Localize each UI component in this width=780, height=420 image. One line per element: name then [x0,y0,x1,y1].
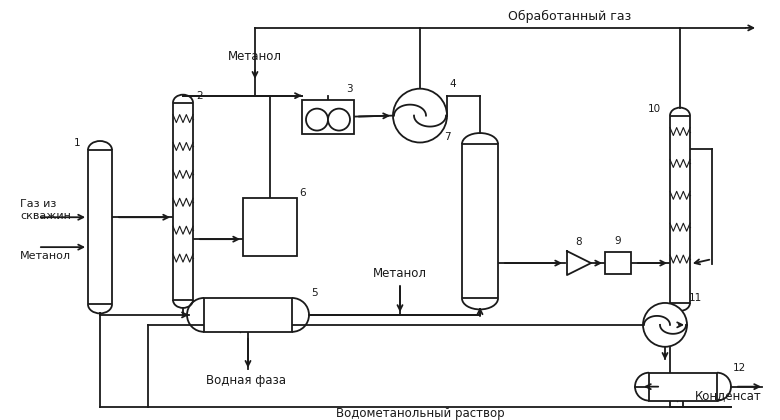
Text: 8: 8 [575,237,582,247]
Text: 9: 9 [614,236,621,246]
Bar [302,100,354,134]
Text: 11: 11 [689,293,702,303]
Text: скважин: скважин [20,211,71,221]
Text: Водная фаза: Водная фаза [206,374,286,387]
Bar [243,198,297,256]
Bar [649,373,717,401]
Text: Метанол: Метанол [373,267,427,280]
Text: 12: 12 [733,363,746,373]
Text: 2: 2 [196,91,203,101]
Text: Метанол: Метанол [228,50,282,63]
Text: 4: 4 [449,79,456,89]
Text: Газ из: Газ из [20,199,56,209]
Text: 1: 1 [73,138,80,148]
Circle shape [643,303,687,347]
Bar [173,102,193,300]
Bar [462,144,498,299]
Bar [204,298,292,332]
Text: Обработанный газ: Обработанный газ [509,10,632,23]
Text: Конденсат: Конденсат [695,388,762,402]
Text: 10: 10 [648,104,661,114]
Text: 3: 3 [346,84,353,94]
Circle shape [328,109,350,131]
Bar [88,150,112,304]
Text: Метанол: Метанол [20,251,71,261]
Circle shape [306,109,328,131]
Bar [605,252,631,274]
Bar [670,116,690,303]
Circle shape [393,89,447,142]
Text: Водометанольный раствор: Водометанольный раствор [335,407,505,420]
Text: 7: 7 [444,132,451,142]
Text: 5: 5 [311,288,317,298]
Text: 6: 6 [299,188,306,198]
